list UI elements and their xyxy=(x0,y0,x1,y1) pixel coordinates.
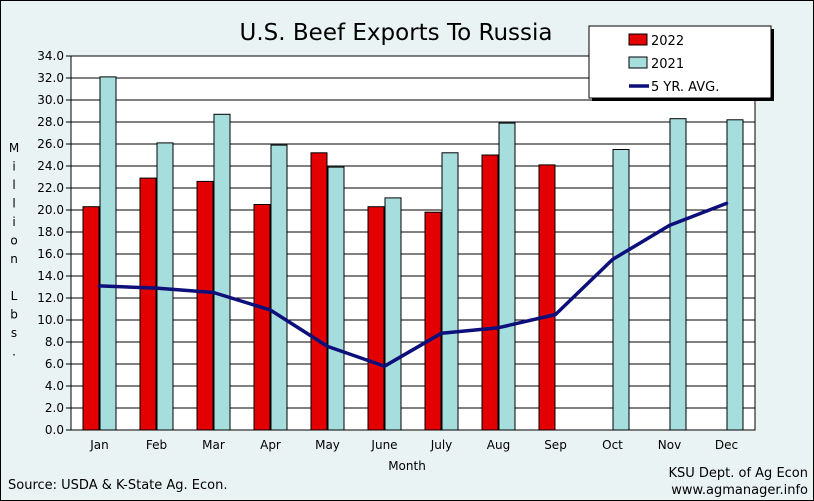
y-tick-label: 12.0 xyxy=(37,291,64,305)
x-axis-label: Month xyxy=(388,459,426,473)
line-5yr-avg xyxy=(97,201,729,368)
x-tick-label: Jan xyxy=(89,438,109,452)
chart-title: U.S. Beef Exports To Russia xyxy=(240,20,553,46)
bar-2022-jan xyxy=(82,206,100,431)
y-tick-label: 20.0 xyxy=(37,203,64,217)
y-axis-label-char: M xyxy=(9,141,19,155)
bar-2022-sep xyxy=(538,164,556,431)
bar-2021-feb xyxy=(156,142,174,431)
bar-2021-may xyxy=(327,166,345,431)
y-tick-label: 6.0 xyxy=(45,357,64,371)
y-axis-label-char: b xyxy=(10,308,18,322)
bar-2022-may xyxy=(310,152,328,431)
x-tick-label: Aug xyxy=(487,438,510,452)
bar-2021-dec xyxy=(726,119,744,431)
bar-2022-mar xyxy=(196,180,214,431)
x-tick-label: Mar xyxy=(202,438,225,452)
y-axis-label-char: . xyxy=(12,345,16,359)
legend-swatch-1 xyxy=(628,56,648,69)
bar-2021-oct xyxy=(612,149,630,431)
bar-2021-jan xyxy=(99,76,117,431)
source-note: Source: USDA & K-State Ag. Econ. xyxy=(8,478,228,493)
y-axis-label-char: l xyxy=(12,178,15,192)
y-tick-label: 24.0 xyxy=(37,159,64,173)
bar-2022-july xyxy=(424,211,442,431)
bar-2022-aug xyxy=(481,154,499,431)
x-tick-label: June xyxy=(370,438,397,452)
y-tick-label: 22.0 xyxy=(37,181,64,195)
y-tick-label: 28.0 xyxy=(37,115,64,129)
bar-2021-mar xyxy=(213,113,231,431)
x-tick-label: Dec xyxy=(715,438,738,452)
y-tick-label: 14.0 xyxy=(37,269,64,283)
y-tick-label: 4.0 xyxy=(45,379,64,393)
x-tick-label: Feb xyxy=(146,438,167,452)
y-tick-label: 0.0 xyxy=(45,423,64,437)
legend xyxy=(588,25,772,99)
bar-2021-july xyxy=(441,152,459,431)
y-axis-label-char: l xyxy=(12,197,15,211)
y-tick-label: 8.0 xyxy=(45,335,64,349)
y-tick-label: 10.0 xyxy=(37,313,64,327)
y-axis-label-char: o xyxy=(10,234,17,248)
y-axis-label-char: L xyxy=(11,289,18,303)
plot-area xyxy=(71,56,755,430)
legend-label-0: 2022 xyxy=(651,34,684,49)
y-axis-label-char: s xyxy=(11,326,17,340)
y-axis-label-char: n xyxy=(10,252,18,266)
y-tick-label: 2.0 xyxy=(45,401,64,415)
bar-2021-june xyxy=(384,197,402,431)
y-tick-label: 34.0 xyxy=(37,49,64,63)
y-tick-label: 26.0 xyxy=(37,137,64,151)
x-tick-label: Nov xyxy=(658,438,681,452)
bar-2022-june xyxy=(367,206,385,431)
credit-line-2: www.agmanager.info xyxy=(671,483,808,498)
x-tick-label: May xyxy=(315,438,340,452)
x-tick-label: Oct xyxy=(602,438,623,452)
y-axis-label-char: i xyxy=(12,215,15,229)
bar-2022-feb xyxy=(139,177,157,431)
x-tick-label: Apr xyxy=(260,438,281,452)
legend-label-2: 5 YR. AVG. xyxy=(651,80,719,95)
legend-swatch-0 xyxy=(628,33,648,46)
credit-line-1: KSU Dept. of Ag Econ xyxy=(668,466,808,481)
plot-border xyxy=(70,55,756,431)
y-tick-label: 18.0 xyxy=(37,225,64,239)
x-tick-label: July xyxy=(430,438,453,452)
x-tick-label: Sep xyxy=(544,438,567,452)
bar-2021-nov xyxy=(669,118,687,431)
legend-label-1: 2021 xyxy=(651,57,684,72)
bar-2022-apr xyxy=(253,204,271,431)
y-tick-label: 30.0 xyxy=(37,93,64,107)
bar-2021-aug xyxy=(498,122,516,431)
y-tick-label: 16.0 xyxy=(37,247,64,261)
y-tick-label: 32.0 xyxy=(37,71,64,85)
bar-2021-apr xyxy=(270,144,288,431)
y-axis-label-char: i xyxy=(12,160,15,174)
